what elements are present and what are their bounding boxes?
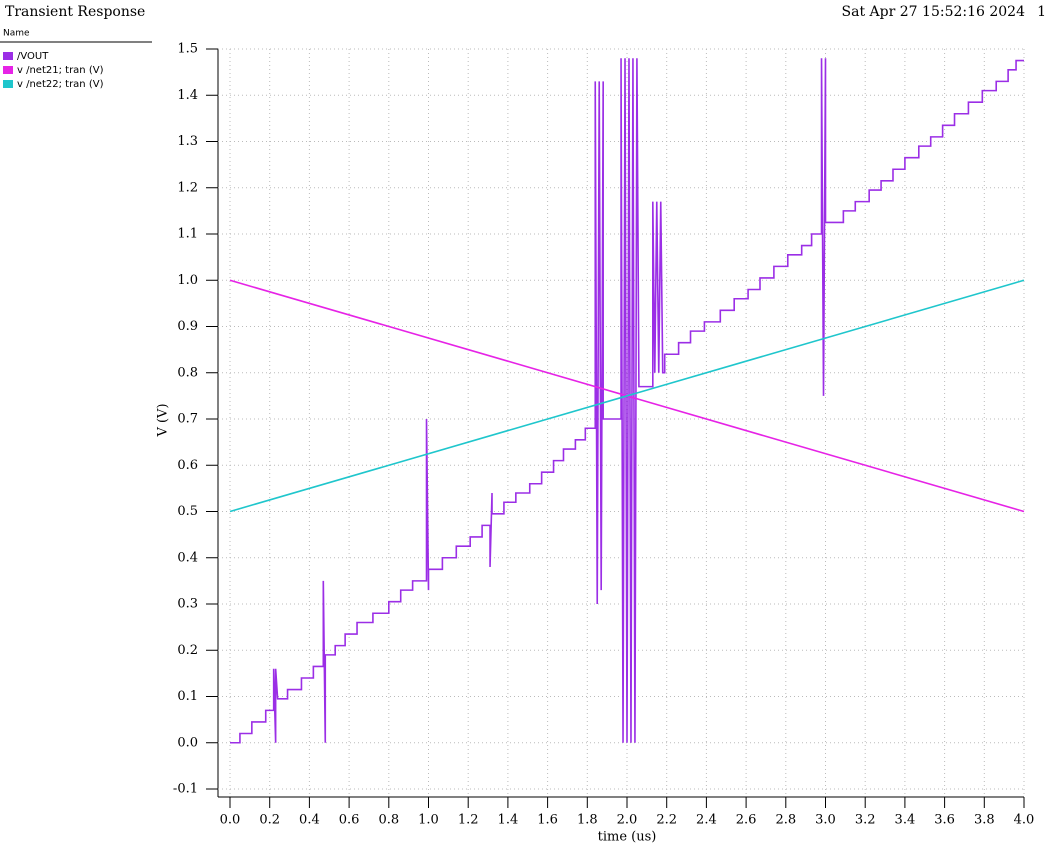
x-tick-label: 2.0 <box>617 813 638 828</box>
x-tick-label: 3.2 <box>855 813 876 828</box>
x-tick-label: 0.0 <box>220 813 241 828</box>
page-number: 1 <box>1037 4 1046 20</box>
y-tick-label: -0.1 <box>173 782 198 797</box>
series-line <box>230 58 1024 744</box>
x-tick-label: 4.0 <box>1014 813 1035 828</box>
x-tick-label: 2.8 <box>775 813 796 828</box>
series-line <box>229 279 1025 513</box>
legend-swatch <box>3 66 13 74</box>
x-tick-label: 2.2 <box>656 813 677 828</box>
y-tick-label: 0.2 <box>177 643 198 658</box>
y-tick-label: 1.3 <box>177 134 198 149</box>
legend-label: /VOUT <box>17 51 49 62</box>
legend-label: v /net22; tran (V) <box>17 79 104 90</box>
legend-swatch <box>3 52 13 60</box>
legend-swatch <box>3 80 13 88</box>
y-axis-label: V (V) <box>156 403 171 437</box>
y-tick-label: 0.3 <box>177 597 198 612</box>
x-tick-label: 1.8 <box>577 813 598 828</box>
x-tick-label: 0.2 <box>259 813 280 828</box>
y-tick-label: 1.2 <box>177 180 198 195</box>
y-tick-label: 0.8 <box>177 365 198 380</box>
y-tick-label: 0.1 <box>177 689 198 704</box>
x-tick-label: 0.4 <box>299 813 320 828</box>
x-axis-label: time (us) <box>598 830 657 845</box>
x-tick-label: 3.6 <box>934 813 955 828</box>
timestamp: Sat Apr 27 15:52:16 2024 <box>842 4 1026 20</box>
x-tick-label: 1.4 <box>498 813 519 828</box>
y-tick-label: 0.7 <box>177 412 198 427</box>
x-tick-label: 1.6 <box>537 813 558 828</box>
x-tick-label: 1.2 <box>458 813 479 828</box>
x-tick-label: 3.8 <box>974 813 995 828</box>
y-tick-label: 0.5 <box>177 504 198 519</box>
y-tick-label: 0.9 <box>177 319 198 334</box>
chart-title: Transient Response <box>5 4 145 20</box>
x-tick-label: 0.6 <box>339 813 360 828</box>
y-tick-label: 1.4 <box>177 88 198 103</box>
legend-label: v /net21; tran (V) <box>17 65 104 76</box>
y-tick-label: 1.0 <box>177 273 198 288</box>
x-tick-label: 1.0 <box>418 813 439 828</box>
y-tick-label: 0.0 <box>177 735 198 750</box>
x-tick-label: 3.0 <box>815 813 836 828</box>
legend-header: Name <box>3 29 30 39</box>
y-tick-label: 0.4 <box>177 550 198 565</box>
y-tick-label: 1.1 <box>177 227 198 242</box>
x-tick-label: 0.8 <box>378 813 399 828</box>
x-tick-label: 3.4 <box>895 813 916 828</box>
x-tick-label: 2.4 <box>696 813 717 828</box>
y-tick-label: 0.6 <box>177 458 198 473</box>
y-tick-label: 1.5 <box>177 42 198 57</box>
x-tick-label: 2.6 <box>736 813 757 828</box>
